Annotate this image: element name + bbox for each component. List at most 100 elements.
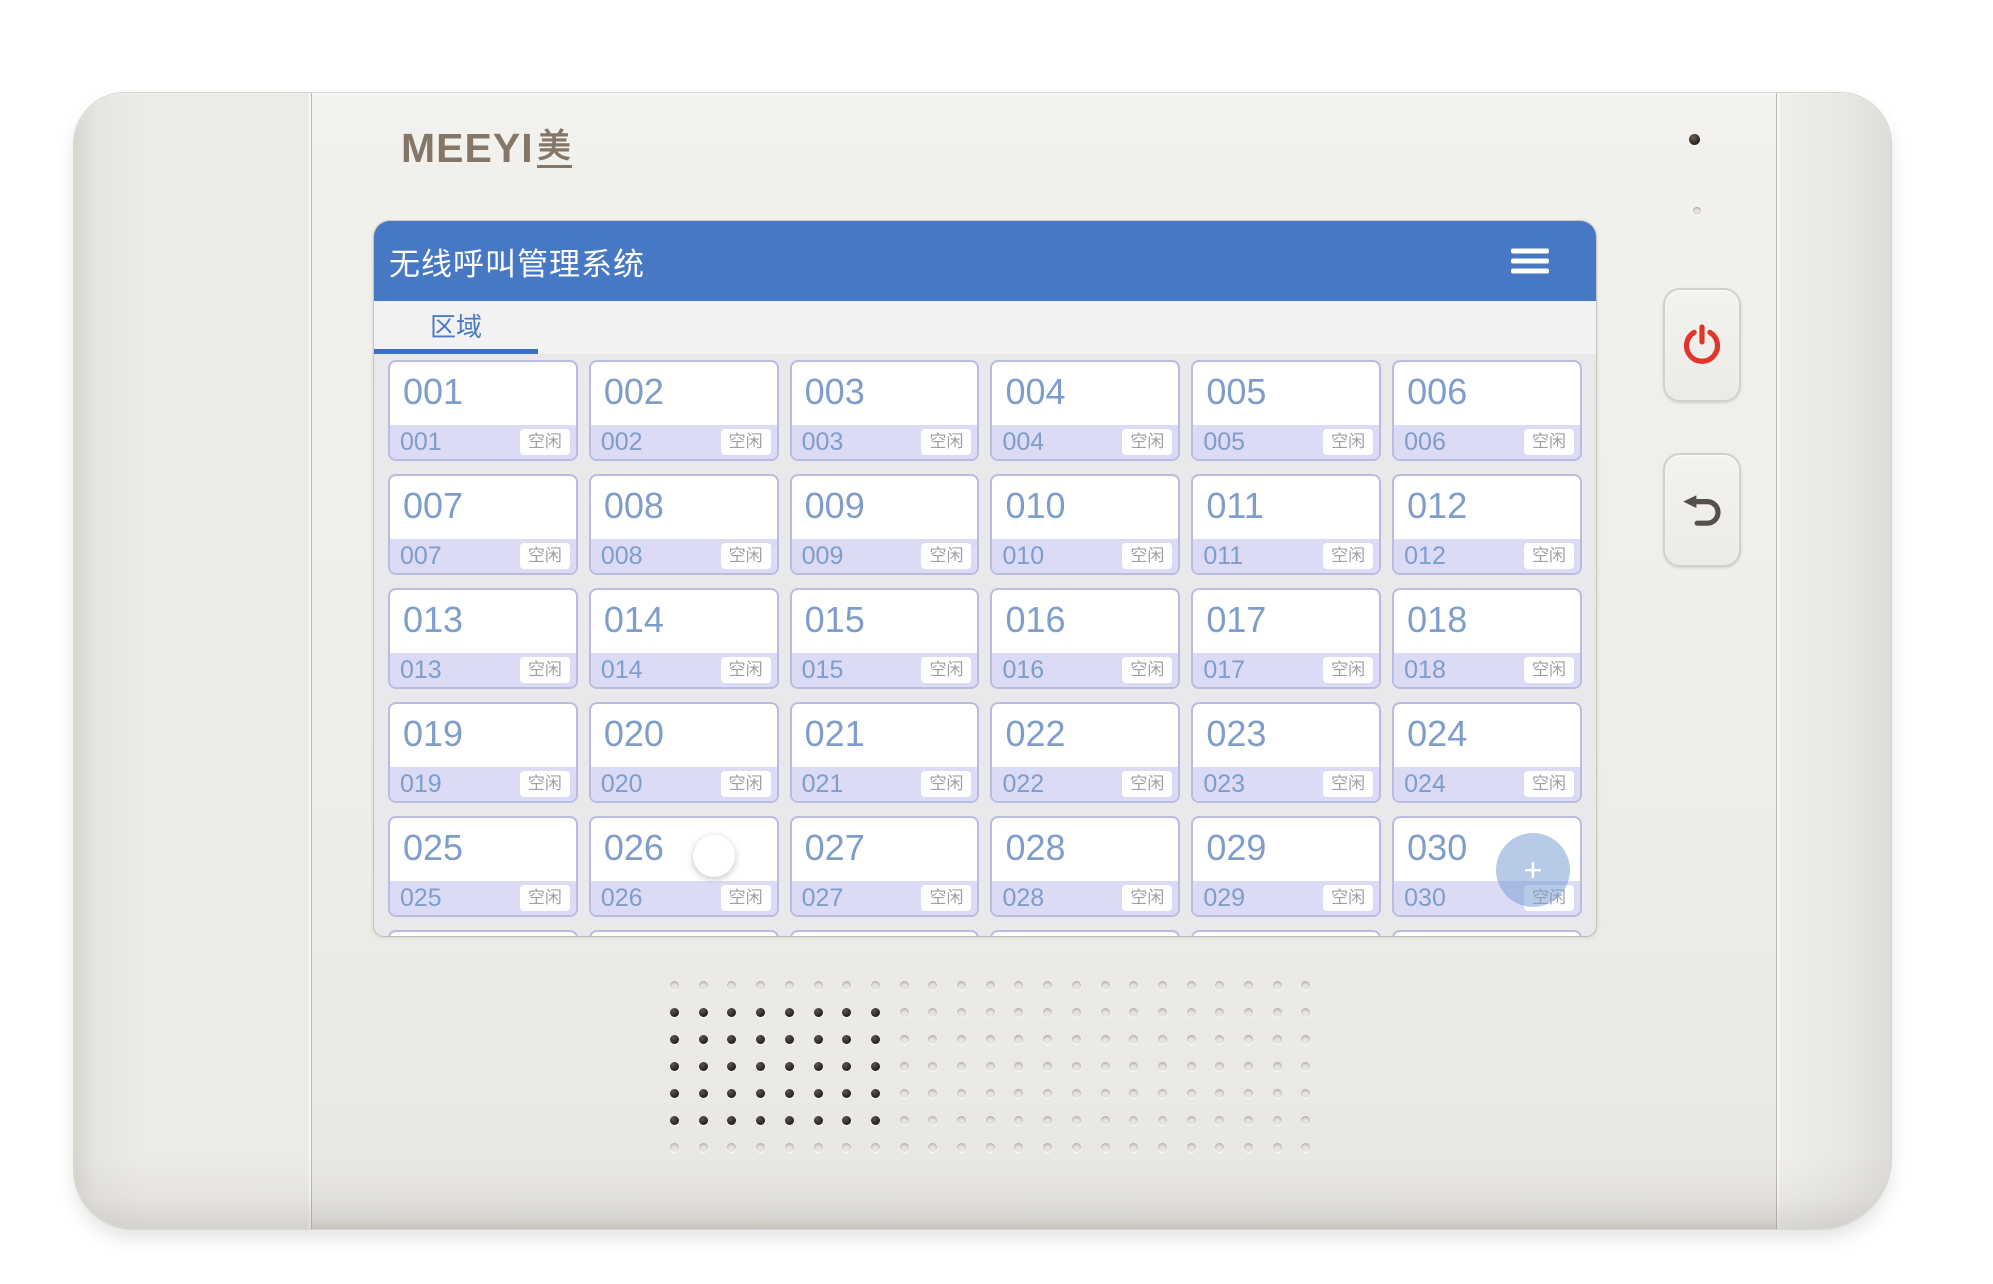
region-card[interactable]: 008 008 空闲 (588, 474, 779, 575)
card-number: 016 (1005, 599, 1066, 640)
speaker-hole (813, 1116, 823, 1125)
card-status-strip: 009 空闲 (791, 539, 978, 573)
region-card[interactable]: 014 014 空闲 (588, 588, 779, 689)
speaker-hole (756, 1089, 766, 1098)
region-card[interactable]: 026 026 空闲 (588, 816, 779, 917)
device-right-panel (1776, 93, 1891, 1229)
card-label: 013 (400, 655, 442, 684)
speaker-dimple (1129, 1008, 1139, 1017)
hamburger-menu-icon[interactable] (1511, 248, 1549, 274)
region-card-partial[interactable] (789, 930, 980, 936)
speaker-dimple (1157, 1062, 1167, 1071)
speaker-hole (756, 1116, 766, 1125)
region-card-partial[interactable] (1392, 930, 1582, 936)
card-number: 022 (1005, 713, 1066, 754)
card-label: 016 (1002, 655, 1045, 684)
speaker-dimple (1100, 1143, 1110, 1152)
region-card[interactable]: 024 024 空闲 (1392, 702, 1582, 803)
card-status-badge: 空闲 (1523, 657, 1574, 683)
region-card[interactable]: 021 021 空闲 (789, 702, 980, 803)
region-card[interactable]: 015 015 空闲 (789, 588, 980, 689)
region-card[interactable]: 025 025 空闲 (388, 816, 578, 917)
card-label: 020 (600, 769, 643, 798)
region-card-partial[interactable] (990, 930, 1181, 936)
card-number (1193, 932, 1379, 936)
region-card[interactable]: 029 029 空闲 (1191, 816, 1382, 917)
speaker-hole (727, 1116, 737, 1125)
card-number: 011 (1206, 485, 1264, 526)
region-card[interactable]: 010 010 空闲 (990, 474, 1181, 575)
speaker-hole (670, 1008, 679, 1017)
region-card[interactable]: 007 007 空闲 (388, 474, 578, 575)
speaker-dimple (1071, 1089, 1081, 1098)
region-card[interactable]: 002 002 空闲 (588, 360, 779, 461)
speaker-dimple (1043, 1089, 1053, 1098)
region-card[interactable]: 022 022 空闲 (990, 702, 1181, 803)
region-card[interactable]: 023 023 空闲 (1191, 702, 1382, 803)
card-status-strip: 028 空闲 (992, 881, 1179, 915)
card-number: 018 (1407, 599, 1468, 640)
speaker-dimple (1043, 1035, 1053, 1044)
speaker-hole (842, 1008, 852, 1017)
region-card[interactable]: 004 004 空闲 (990, 360, 1181, 461)
speaker-hole (813, 1062, 823, 1071)
card-status-badge: 空闲 (1122, 885, 1173, 911)
speaker-dimple (1129, 1035, 1139, 1044)
speaker-dimple (1272, 1089, 1282, 1098)
back-button[interactable] (1663, 453, 1741, 567)
card-number: 015 (804, 599, 865, 640)
card-status-strip: 023 空闲 (1193, 767, 1380, 801)
power-icon (1683, 324, 1721, 364)
region-card-partial[interactable] (388, 930, 578, 936)
region-card[interactable]: 017 017 空闲 (1191, 588, 1382, 689)
card-status-strip: 026 空闲 (590, 881, 777, 915)
speaker-dimple (1186, 1035, 1196, 1044)
region-card-partial[interactable] (588, 930, 779, 936)
region-card[interactable]: 012 012 空闲 (1392, 474, 1582, 575)
card-number (792, 932, 978, 936)
speaker-dimple (756, 1143, 766, 1152)
region-card[interactable]: 016 016 空闲 (990, 588, 1181, 689)
card-number (992, 932, 1178, 936)
card-status-strip: 021 空闲 (791, 767, 978, 801)
card-label: 009 (801, 541, 844, 570)
card-status-strip: 020 空闲 (590, 767, 777, 801)
region-card[interactable]: 011 011 空闲 (1191, 474, 1382, 575)
speaker-hole (698, 1008, 708, 1017)
region-card[interactable]: 018 018 空闲 (1392, 588, 1582, 689)
card-number: 026 (603, 827, 664, 868)
region-card[interactable]: 019 019 空闲 (388, 702, 578, 803)
speaker-hole (870, 1089, 880, 1098)
card-status-strip: 017 空闲 (1193, 653, 1380, 687)
card-number (591, 932, 777, 936)
card-status-strip: 001 空闲 (390, 425, 576, 459)
speaker-dimple (1215, 1143, 1225, 1152)
region-card[interactable]: 027 027 空闲 (789, 816, 980, 917)
speaker-dimple (928, 1089, 938, 1098)
card-label: 007 (400, 541, 442, 570)
brand-logo: MEEYI 美 (401, 125, 572, 172)
region-card[interactable]: 013 013 空闲 (388, 588, 578, 689)
region-card[interactable]: 001 001 空闲 (388, 360, 578, 461)
speaker-dimple (899, 1089, 909, 1098)
card-number: 006 (1407, 371, 1468, 412)
power-button[interactable] (1663, 288, 1741, 402)
tab-region[interactable]: 区域 (374, 301, 538, 354)
region-card-partial[interactable] (1191, 930, 1382, 936)
region-card[interactable]: 005 005 空闲 (1191, 360, 1382, 461)
card-status-badge: 空闲 (519, 771, 570, 797)
speaker-dimple (1272, 981, 1282, 990)
region-card[interactable]: 006 006 空闲 (1392, 360, 1582, 461)
region-card[interactable]: 020 020 空闲 (588, 702, 779, 803)
speaker-hole (756, 1008, 766, 1017)
speaker-dimple (899, 1062, 909, 1071)
region-card[interactable]: 009 009 空闲 (789, 474, 980, 575)
speaker-dimple (1014, 1116, 1024, 1125)
speaker-dimple (1186, 1116, 1196, 1125)
speaker-dimple (1301, 981, 1311, 990)
region-card[interactable]: 003 003 空闲 (789, 360, 980, 461)
region-card[interactable]: 028 028 空闲 (990, 816, 1181, 917)
card-status-badge: 空闲 (1122, 429, 1173, 455)
card-label: 021 (801, 769, 844, 798)
card-status-badge: 空闲 (1523, 771, 1574, 797)
